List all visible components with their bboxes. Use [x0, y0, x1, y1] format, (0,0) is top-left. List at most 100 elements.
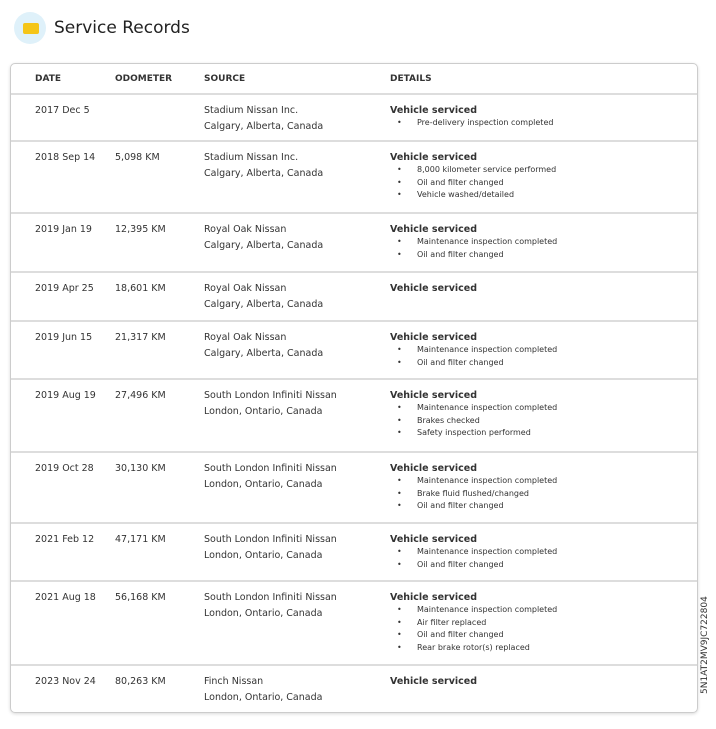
record-date: 2019 Oct 28 — [35, 463, 94, 474]
detail-item: Rear brake rotor(s) replaced — [397, 642, 557, 655]
col-date: DATE — [35, 74, 62, 84]
detail-item: Maintenance inspection completed — [397, 546, 557, 559]
detail-item: Oil and filter changed — [397, 500, 557, 513]
record-details: Vehicle servicedMaintenance inspection c… — [390, 590, 557, 654]
detail-item: Oil and filter changed — [397, 177, 556, 190]
page-header: Service Records — [14, 12, 190, 44]
record-date: 2019 Aug 19 — [35, 390, 96, 401]
details-heading: Vehicle serviced — [390, 534, 478, 545]
source-location: Calgary, Alberta, Canada — [204, 348, 324, 359]
detail-item: 8,000 kilometer service performed — [397, 164, 556, 177]
table-row: 2021 Aug 18 56,168 KM South London Infin… — [11, 580, 697, 664]
record-odometer: 21,317 KM — [115, 332, 166, 343]
details-heading: Vehicle serviced — [390, 283, 478, 294]
col-odometer: ODOMETER — [115, 74, 173, 84]
record-source: Royal Oak Nissan Calgary, Alberta, Canada — [204, 222, 323, 254]
detail-item: Maintenance inspection completed — [397, 604, 557, 617]
record-source: South London Infiniti Nissan London, Onta… — [204, 590, 337, 622]
detail-item: Maintenance inspection completed — [397, 236, 557, 249]
source-name: South London Infiniti Nissan — [204, 463, 337, 474]
table-row: 2017 Dec 5 Stadium Nissan Inc. Calgary, A… — [11, 93, 697, 140]
details-list: Maintenance inspection completedOil and … — [390, 546, 557, 571]
detail-item: Oil and filter changed — [397, 559, 557, 572]
record-date: 2019 Jan 19 — [35, 224, 92, 235]
record-details: Vehicle servicedMaintenance inspection c… — [390, 222, 557, 261]
details-list: Maintenance inspection completedOil and … — [390, 236, 557, 261]
detail-item: Oil and filter changed — [397, 357, 557, 370]
record-odometer: 27,496 KM — [115, 390, 166, 401]
source-location: London, Ontario, Canada — [204, 550, 323, 561]
details-list: Maintenance inspection completedBrake fl… — [390, 475, 557, 513]
source-name: Royal Oak Nissan — [204, 283, 287, 294]
table-row: 2018 Sep 14 5,098 KM Stadium Nissan Inc.… — [11, 140, 697, 212]
details-heading: Vehicle serviced — [390, 152, 478, 163]
details-heading: Vehicle serviced — [390, 224, 478, 235]
record-source: South London Infiniti Nissan London, Onta… — [204, 461, 337, 493]
detail-item: Oil and filter changed — [397, 629, 557, 642]
source-name: South London Infiniti Nissan — [204, 592, 337, 603]
source-name: Finch Nissan — [204, 676, 264, 687]
source-location: London, Ontario, Canada — [204, 608, 323, 619]
folder-icon — [14, 12, 46, 44]
record-source: Royal Oak Nissan Calgary, Alberta, Canada — [204, 330, 323, 362]
record-odometer: 56,168 KM — [115, 592, 166, 603]
details-list: Maintenance inspection completedOil and … — [390, 344, 557, 369]
record-source: South London Infiniti Nissan London, Onta… — [204, 388, 337, 420]
record-date: 2019 Apr 25 — [35, 283, 94, 294]
service-records-table: DATE ODOMETER SOURCE DETAILS 2017 Dec 5 … — [10, 63, 698, 713]
table-row: 2023 Nov 24 80,263 KM Finch Nissan London… — [11, 664, 697, 712]
source-name: Stadium Nissan Inc. — [204, 152, 299, 163]
details-list: Maintenance inspection completedAir filt… — [390, 604, 557, 654]
details-heading: Vehicle serviced — [390, 390, 478, 401]
record-details: Vehicle serviced — [390, 674, 477, 688]
record-odometer: 47,171 KM — [115, 534, 166, 545]
source-name: South London Infiniti Nissan — [204, 390, 337, 401]
table-row: 2019 Jan 19 12,395 KM Royal Oak Nissan Ca… — [11, 212, 697, 271]
col-details: DETAILS — [390, 74, 432, 84]
source-name: Stadium Nissan Inc. — [204, 105, 299, 116]
record-date: 2018 Sep 14 — [35, 152, 96, 163]
record-odometer: 5,098 KM — [115, 152, 160, 163]
source-name: South London Infiniti Nissan — [204, 534, 337, 545]
record-details: Vehicle servicedMaintenance inspection c… — [390, 532, 557, 571]
record-details: Vehicle serviced — [390, 281, 477, 295]
source-location: Calgary, Alberta, Canada — [204, 168, 324, 179]
record-date: 2021 Feb 12 — [35, 534, 95, 545]
detail-item: Maintenance inspection completed — [397, 402, 557, 415]
record-odometer: 18,601 KM — [115, 283, 166, 294]
source-location: Calgary, Alberta, Canada — [204, 240, 324, 251]
details-list: 8,000 kilometer service performedOil and… — [390, 164, 556, 202]
details-heading: Vehicle serviced — [390, 676, 478, 687]
details-heading: Vehicle serviced — [390, 332, 478, 343]
col-source: SOURCE — [204, 74, 246, 84]
record-date: 2017 Dec 5 — [35, 105, 90, 116]
detail-item: Air filter replaced — [397, 617, 557, 630]
table-row: 2019 Jun 15 21,317 KM Royal Oak Nissan Ca… — [11, 320, 697, 378]
table-row: 2021 Feb 12 47,171 KM South London Infin… — [11, 522, 697, 580]
record-source: Stadium Nissan Inc. Calgary, Alberta, Can… — [204, 150, 323, 182]
details-heading: Vehicle serviced — [390, 105, 478, 116]
record-source: Royal Oak Nissan Calgary, Alberta, Canada — [204, 281, 323, 313]
detail-item: Brake fluid flushed/changed — [397, 488, 557, 501]
record-source: Finch Nissan London, Ontario, Canada — [204, 674, 322, 706]
vin-label: 5N1AT2MV9JC722804 — [700, 596, 710, 694]
record-odometer: 30,130 KM — [115, 463, 166, 474]
details-list: Pre-delivery inspection completed — [390, 117, 554, 130]
source-location: London, Ontario, Canada — [204, 692, 323, 703]
details-heading: Vehicle serviced — [390, 592, 478, 603]
source-name: Royal Oak Nissan — [204, 332, 287, 343]
detail-item: Vehicle washed/detailed — [397, 189, 556, 202]
record-details: Vehicle servicedPre-delivery inspection … — [390, 103, 553, 130]
table-row: 2019 Aug 19 27,496 KM South London Infin… — [11, 378, 697, 451]
record-date: 2023 Nov 24 — [35, 676, 96, 687]
record-date: 2019 Jun 15 — [35, 332, 93, 343]
source-location: Calgary, Alberta, Canada — [204, 299, 324, 310]
record-odometer: 12,395 KM — [115, 224, 166, 235]
detail-item: Maintenance inspection completed — [397, 475, 557, 488]
source-location: London, Ontario, Canada — [204, 406, 323, 417]
detail-item: Pre-delivery inspection completed — [397, 117, 554, 130]
record-source: Stadium Nissan Inc. Calgary, Alberta, Can… — [204, 103, 323, 135]
source-location: London, Ontario, Canada — [204, 479, 323, 490]
record-details: Vehicle serviced8,000 kilometer service … — [390, 150, 556, 202]
record-details: Vehicle servicedMaintenance inspection c… — [390, 388, 557, 440]
